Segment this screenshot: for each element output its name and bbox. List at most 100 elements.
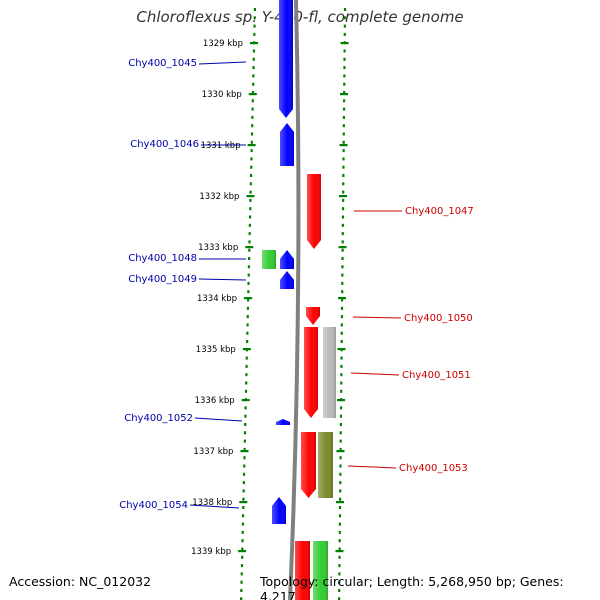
kbp-tick-label: 1337 kbp: [193, 447, 233, 457]
guide-dot: [342, 107, 346, 111]
guide-dot: [341, 215, 345, 219]
tick-mark: [337, 399, 345, 402]
gene-label[interactable]: Chy400_1052: [124, 413, 193, 424]
tick-mark: [240, 450, 249, 453]
gene-label-leader: [198, 278, 247, 281]
gene-label-leader: [194, 417, 243, 422]
gene-chy400_1053[interactable]: [301, 432, 316, 498]
topology-text: Topology: circular; Length: 5,268,950 bp…: [260, 574, 564, 600]
guide-dot: [241, 514, 245, 518]
guide-dot: [253, 16, 256, 20]
gene-label[interactable]: Chy400_1047: [405, 206, 474, 217]
gene-label[interactable]: Chy400_1054: [119, 500, 188, 511]
guide-dot: [338, 580, 341, 584]
gene-chy400_1048[interactable]: [280, 250, 294, 269]
gene-chy400_1049[interactable]: [280, 271, 294, 289]
gene-feature[interactable]: [295, 541, 310, 600]
guide-dot: [338, 564, 341, 568]
guide-dot: [339, 481, 342, 485]
guide-dot: [338, 522, 341, 526]
guide-dot: [242, 497, 245, 501]
guide-dot: [252, 74, 255, 78]
guide-dot: [252, 82, 255, 86]
gene-label[interactable]: Chy400_1045: [128, 58, 197, 69]
gene-label[interactable]: Chy400_1050: [404, 313, 473, 324]
guide-dot: [249, 182, 252, 186]
guide-dot: [339, 489, 342, 493]
gene-chy400_1051[interactable]: [304, 327, 318, 418]
guide-dot: [343, 32, 346, 36]
guide-dot: [338, 530, 341, 534]
guide-dot: [341, 273, 344, 277]
gene-feature[interactable]: [262, 250, 276, 269]
tick-mark: [338, 246, 347, 249]
tick-mark: [340, 93, 349, 96]
guide-dot: [340, 389, 343, 393]
gene-feature[interactable]: [318, 432, 333, 498]
kbp-tick-label: 1338 kbp: [192, 498, 232, 508]
guide-dot: [343, 24, 346, 28]
tick-mark: [335, 550, 344, 553]
guide-dot: [341, 232, 344, 236]
tick-mark: [249, 42, 258, 45]
tick-mark: [244, 297, 253, 300]
kbp-tick-label: 1331 kbp: [201, 141, 241, 151]
guide-dot: [249, 174, 253, 177]
guide-dot: [342, 124, 345, 128]
gene-label[interactable]: Chy400_1051: [402, 370, 471, 381]
gene-feature[interactable]: [313, 541, 328, 600]
guide-dot: [248, 232, 251, 236]
guide-dot: [247, 273, 250, 277]
gene-label[interactable]: Chy400_1048: [128, 253, 197, 264]
guide-dot: [338, 597, 341, 600]
guide-dot: [339, 497, 342, 501]
gene-chy400_1052[interactable]: [276, 419, 290, 425]
guide-dot: [343, 57, 346, 61]
guide-dot: [339, 472, 342, 476]
guide-dot: [338, 572, 341, 576]
kbp-tick-label: 1335 kbp: [196, 345, 236, 355]
tick-mark: [248, 93, 257, 96]
gene-label[interactable]: Chy400_1046: [130, 139, 199, 150]
kbp-tick-label: 1334 kbp: [197, 294, 237, 304]
guide-dot: [338, 589, 341, 592]
gene-chy400_1047[interactable]: [307, 174, 321, 249]
guide-dot: [340, 323, 343, 327]
kbp-tick-label: 1330 kbp: [202, 90, 242, 100]
gene-label[interactable]: Chy400_1053: [399, 463, 468, 474]
guide-dot: [338, 514, 342, 518]
guide-dot: [338, 555, 341, 559]
guide-dot: [343, 74, 346, 78]
guide-dot: [243, 456, 246, 460]
guide-dot: [343, 8, 347, 11]
guide-dot: [343, 91, 346, 94]
gene-chy400_1046[interactable]: [280, 123, 294, 166]
guide-dot: [247, 281, 250, 285]
gene-label[interactable]: Chy400_1049: [128, 274, 197, 285]
guide-dot: [342, 140, 345, 144]
gene-chy400_1054[interactable]: [272, 497, 286, 524]
tick-mark: [338, 297, 347, 300]
guide-dot: [244, 389, 248, 393]
gene-feature[interactable]: [323, 327, 336, 418]
guide-dot: [242, 506, 245, 509]
guide-dot: [253, 24, 256, 28]
guide-dot: [248, 215, 252, 219]
guide-dot: [250, 165, 253, 169]
guide-dot: [341, 240, 344, 244]
gene-chy400_1050[interactable]: [306, 307, 320, 325]
guide-dot: [343, 16, 347, 20]
gene-label-leader: [189, 504, 240, 509]
guide-dot: [244, 406, 247, 410]
guide-dot: [246, 315, 249, 319]
guide-dot: [243, 439, 246, 443]
guide-dot: [249, 207, 252, 211]
gene-chy400_1045[interactable]: [279, 0, 293, 118]
guide-dot: [251, 124, 254, 128]
guide-dot: [245, 364, 248, 368]
guide-dot: [342, 157, 345, 161]
guide-dot: [240, 580, 243, 584]
gene-label-leader: [198, 61, 247, 65]
